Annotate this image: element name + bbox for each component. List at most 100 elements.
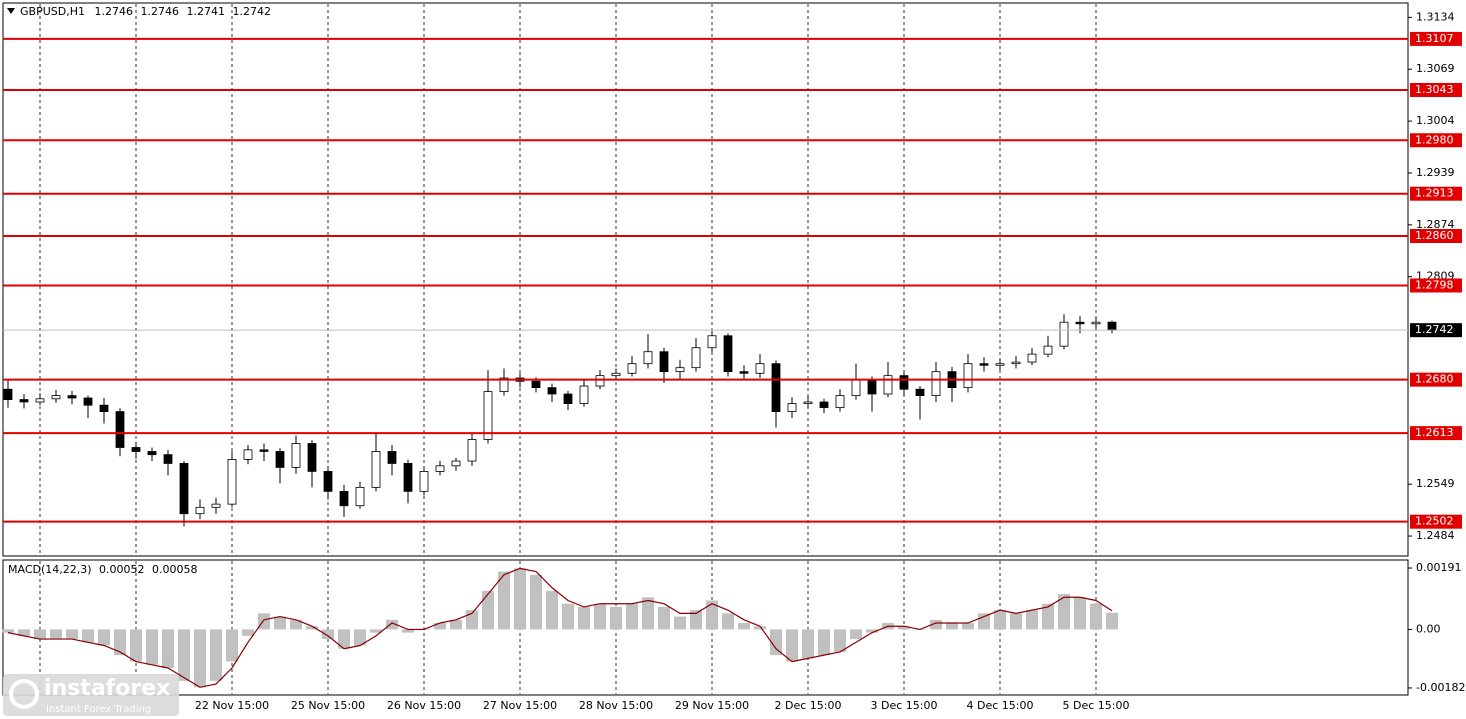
macd-bar xyxy=(498,571,510,630)
header-value: 1.2746 xyxy=(94,5,133,18)
candle-body xyxy=(387,451,397,464)
candle-body xyxy=(451,460,461,467)
macd-bar xyxy=(2,629,14,633)
macd-bar xyxy=(946,623,958,630)
macd-bar xyxy=(546,590,558,630)
macd-bar xyxy=(850,629,862,640)
candle-body xyxy=(435,465,445,472)
candle-body xyxy=(35,398,45,403)
macd-bar xyxy=(690,610,702,630)
indicator-name: MACD(14,22,3) xyxy=(8,563,92,576)
candle-body xyxy=(835,395,845,408)
x-tick-label: 27 Nov 15:00 xyxy=(483,699,557,712)
macd-bar xyxy=(434,623,446,630)
level-label: 1.2980 xyxy=(1415,133,1454,146)
level-box xyxy=(1410,426,1462,441)
candle-body xyxy=(883,375,893,395)
macd-bar xyxy=(482,590,494,630)
candle-body xyxy=(707,335,717,349)
candle-body xyxy=(979,363,989,366)
macd-bar xyxy=(50,629,62,640)
candle-body xyxy=(787,403,797,412)
candle-body xyxy=(771,363,781,412)
candle-body xyxy=(19,399,29,403)
level-box xyxy=(1410,372,1462,387)
macd-bar xyxy=(962,623,974,630)
y-tick-label: 0.00191 xyxy=(1416,561,1462,574)
candle-body xyxy=(755,363,765,374)
macd-bar xyxy=(242,629,254,636)
level-box xyxy=(1410,229,1462,244)
y-tick-label: 1.3134 xyxy=(1416,10,1455,23)
candle-body xyxy=(1091,321,1101,325)
x-tick-label: 29 Nov 15:00 xyxy=(675,699,749,712)
candle-body xyxy=(531,380,541,389)
macd-bar xyxy=(146,629,158,665)
header-value: 0.00052 xyxy=(99,563,145,576)
candle-body xyxy=(339,490,349,507)
candle-body xyxy=(915,388,925,397)
candle-body xyxy=(259,449,269,452)
macd-bar xyxy=(610,606,622,630)
symbol: GBPUSD,H1 xyxy=(20,5,85,18)
macd-bar xyxy=(1074,597,1086,630)
level-box xyxy=(1410,133,1462,148)
macd-bar xyxy=(82,629,94,643)
macd-bar xyxy=(578,606,590,630)
macd-bar xyxy=(562,603,574,630)
candle-body xyxy=(1075,321,1085,325)
level-box xyxy=(1410,31,1462,46)
candle-body xyxy=(355,486,365,507)
candle-body xyxy=(611,372,621,377)
macd-bar xyxy=(930,619,942,630)
macd-bar xyxy=(1090,603,1102,630)
candle-body xyxy=(419,471,429,492)
x-tick-label: 28 Nov 15:00 xyxy=(579,699,653,712)
x-tick-label: 5 Dec 15:00 xyxy=(1063,699,1130,712)
macd-bar xyxy=(674,616,686,630)
x-tick-label: 25 Nov 15:00 xyxy=(291,699,365,712)
macd-bar xyxy=(98,629,110,646)
candle-body xyxy=(851,379,861,397)
macd-bar xyxy=(786,629,798,662)
macd-bar xyxy=(994,610,1006,630)
candle-body xyxy=(115,411,125,448)
candle-body xyxy=(131,447,141,452)
level-label: 1.3107 xyxy=(1415,32,1454,45)
candle-body xyxy=(499,377,509,393)
candle-body xyxy=(51,395,61,400)
candle-body xyxy=(675,367,685,373)
macd-bar xyxy=(642,597,654,630)
candle-body xyxy=(931,371,941,397)
candle-body xyxy=(83,397,93,406)
level-box xyxy=(1410,82,1462,97)
y-tick-label: 1.3069 xyxy=(1416,62,1455,75)
level-label: 1.3043 xyxy=(1415,83,1454,96)
level-label: 1.2502 xyxy=(1415,515,1454,528)
macd-bar xyxy=(162,629,174,668)
candle-body xyxy=(67,395,77,399)
macd-bar xyxy=(626,603,638,630)
x-tick-label: 3 Dec 15:00 xyxy=(871,699,938,712)
macd-bar xyxy=(658,606,670,630)
level-label: 1.2913 xyxy=(1415,187,1454,200)
candle-body xyxy=(403,463,413,492)
candle-body xyxy=(371,451,381,488)
signal-line xyxy=(7,567,1113,688)
macd-bar xyxy=(274,616,286,630)
price-pane xyxy=(2,2,1409,557)
y-tick-label: 0.00 xyxy=(1416,622,1441,635)
y-tick-label: 1.2484 xyxy=(1416,529,1455,542)
macd-bar xyxy=(338,629,350,649)
macd-bar xyxy=(178,629,190,681)
candle-body xyxy=(243,449,253,460)
watermark-bg xyxy=(3,674,179,716)
macd-bar xyxy=(738,623,750,630)
collapse-icon[interactable] xyxy=(7,8,15,14)
y-tick-label: 1.2939 xyxy=(1416,166,1455,179)
watermark-icon xyxy=(9,679,39,709)
macd-bar xyxy=(210,629,222,681)
macd-header: MACD(14,22,3) 0.00052 0.00058 xyxy=(8,563,198,576)
macd-bar xyxy=(450,619,462,630)
